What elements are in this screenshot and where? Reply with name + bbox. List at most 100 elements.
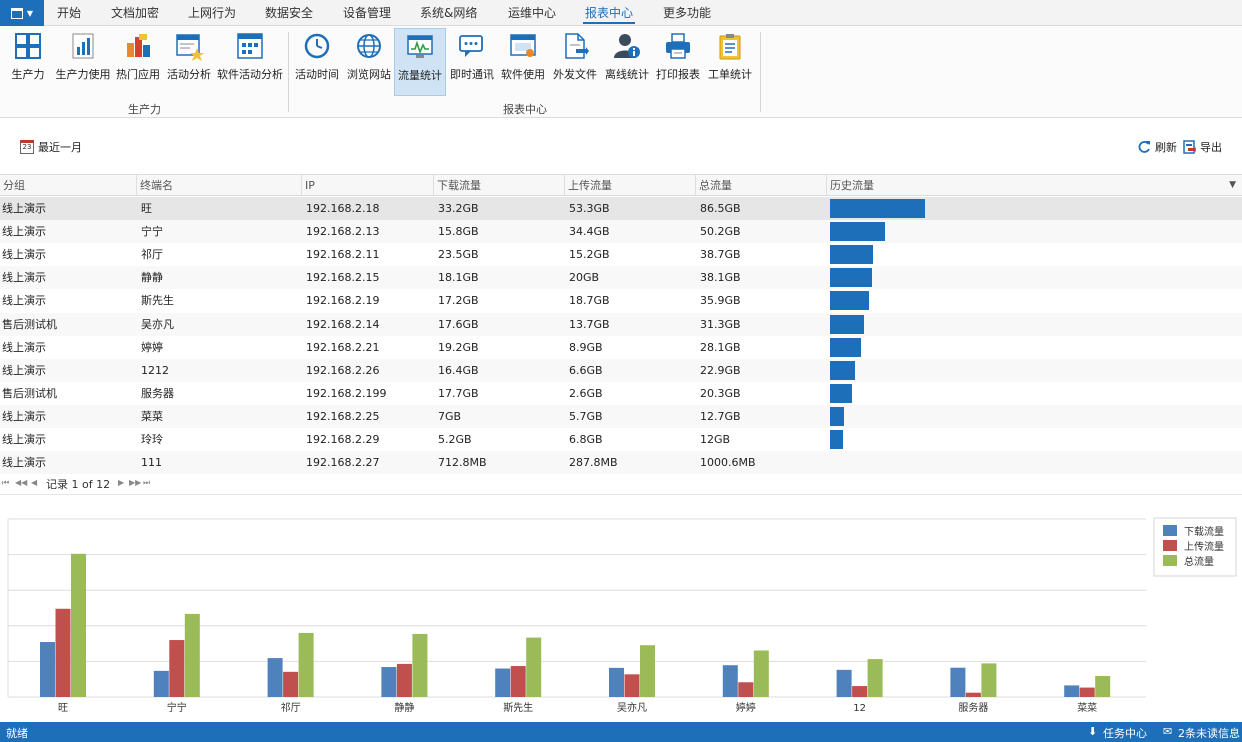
ribbon-browse-websites-button[interactable]: 浏览网站 [345,28,393,94]
ribbon-traffic-stats-button[interactable]: 流量统计 [394,28,446,96]
chart-bar [609,667,624,697]
chart-x-tick-label: 宁宁 [167,701,187,714]
cell-upload: 6.6GB [569,363,603,377]
table-row[interactable]: 线上演示 1212 192.168.2.26 16.4GB 6.6GB 22.9GB [0,358,1242,382]
table-row[interactable]: 线上演示 旺 192.168.2.18 33.2GB 53.3GB 86.5GB [0,197,1242,220]
cell-upload: 6.8GB [569,433,603,446]
task-center-link[interactable]: 任务中心 [1103,727,1147,740]
table-row[interactable]: 售后测试机 吴亦凡 192.168.2.14 17.6GB 13.7GB 31.3GB [0,312,1242,336]
menu-data-security[interactable]: 数据安全 [265,6,314,20]
cell-group: 线上演示 [2,409,46,423]
app-menu-button[interactable]: ▼ [0,0,44,26]
chart-bar [836,669,852,697]
column-header-history[interactable]: 历史流量 [830,179,874,192]
prev-page-block-icon[interactable]: ◀◀ [15,478,28,487]
history-traffic-bar [830,222,886,242]
export-button[interactable]: 导出 [1183,139,1222,155]
ribbon-software-activity-analysis-button[interactable]: 软件活动分析 [216,28,284,94]
cell-terminal: 玲玲 [141,433,163,446]
cell-download: 23.5GB [438,248,479,262]
chart-bar [510,666,526,697]
refresh-button[interactable]: 刷新 [1137,139,1177,155]
column-header-total[interactable]: 总流量 [696,175,827,196]
chart-bar [396,663,412,697]
menu-ops-center[interactable]: 运维中心 [508,6,557,20]
status-text: 就绪 [6,727,28,740]
first-page-icon[interactable]: ⏮ [2,478,10,487]
cell-ip: 192.168.2.11 [306,248,380,262]
column-header-ip[interactable]: IP [302,175,434,196]
task-center-icon[interactable]: ⬇ [1088,725,1098,738]
message-icon[interactable]: ✉ [1163,725,1173,738]
chart-bar [283,671,299,697]
ribbon-print-report-button[interactable]: 打印报表 [654,28,702,94]
ribbon-offline-stats-button[interactable]: 离线统计 [603,28,651,94]
chart-legend-label: 总流量 [1184,555,1214,568]
chart-bar [1064,685,1080,697]
cell-total: 28.1GB [700,340,741,354]
cell-ip: 192.168.2.18 [306,202,380,215]
column-header-upload[interactable]: 上传流量 [565,175,696,196]
menu-web-behavior[interactable]: 上网行为 [188,6,237,20]
column-dropdown-icon[interactable]: ▼ [1229,180,1236,190]
cell-terminal: 祁厅 [141,248,163,262]
menu-report-center[interactable]: 报表中心 [582,0,636,26]
cell-ip: 192.168.2.14 [306,317,380,331]
history-traffic-bar [830,406,844,426]
ribbon-label: 浏览网站 [347,68,391,81]
file-send-icon [565,33,589,59]
period-selector-button[interactable]: 23 最近一月 [20,139,82,155]
ribbon: 生产力 生产力使用 热门应用 活动分析 [0,26,1242,118]
unread-messages-link[interactable]: 2条未读信息 [1178,727,1240,740]
ribbon-label: 生产力 [11,68,45,81]
menu-more-functions[interactable]: 更多功能 [663,6,712,20]
table-row[interactable]: 线上演示 宁宁 192.168.2.13 15.8GB 34.4GB 50.2GB [0,220,1242,244]
export-label: 导出 [1200,141,1222,154]
table-row[interactable]: 线上演示 婷婷 192.168.2.21 19.2GB 8.9GB 28.1GB [0,336,1242,359]
ribbon-activity-analysis-button[interactable]: 活动分析 [165,28,213,94]
ribbon-work-order-stats-button[interactable]: 工单统计 [706,28,754,94]
next-page-icon[interactable]: ▶ [118,478,125,487]
menu-device-management[interactable]: 设备管理 [343,6,392,20]
cell-ip: 192.168.2.199 [306,386,387,400]
ribbon-activity-time-button[interactable]: 活动时间 [294,28,340,94]
ribbon-productivity-usage-button[interactable]: 生产力使用 [54,28,112,94]
table-row[interactable]: 线上演示 祁厅 192.168.2.11 23.5GB 15.2GB 38.7GB [0,243,1242,266]
chart-x-tick-label: 斯先生 [503,701,533,714]
table-row[interactable]: 线上演示 111 192.168.2.27 712.8MB 287.8MB 1000.6M… [0,451,1242,475]
cell-group: 线上演示 [2,225,46,239]
column-header-group[interactable]: 分组 [0,175,137,196]
cell-group: 线上演示 [2,340,46,354]
ribbon-outbound-files-button[interactable]: 外发文件 [551,28,599,94]
chart-x-tick-label: 婷婷 [736,701,756,714]
table-row[interactable]: 售后测试机 服务器 192.168.2.199 17.7GB 2.6GB 20.3GB [0,382,1242,405]
ribbon-hot-apps-button[interactable]: 热门应用 [114,28,162,94]
last-page-icon[interactable]: ⏭ [143,478,151,487]
ribbon-label: 外发文件 [553,68,597,81]
chart-bar [526,637,542,697]
chart-bar [722,665,738,697]
prev-page-icon[interactable]: ◀ [31,478,38,487]
menu-system-network[interactable]: 系统&网络 [420,6,478,20]
chart-bar [981,663,997,697]
window-icon [510,34,536,57]
menu-doc-encrypt[interactable]: 文档加密 [111,6,160,20]
ribbon-label: 生产力使用 [55,68,111,81]
table-row[interactable]: 线上演示 静静 192.168.2.15 18.1GB 20GB 38.1GB [0,266,1242,290]
menu-start[interactable]: 开始 [57,6,82,20]
table-row[interactable]: 线上演示 斯先生 192.168.2.19 17.2GB 18.7GB 35.9GB [0,289,1242,312]
ribbon-label: 打印报表 [656,68,700,81]
chart-bar [298,632,314,697]
ribbon-productivity-button[interactable]: 生产力 [6,28,50,94]
column-header-terminal[interactable]: 终端名 [137,175,302,196]
ribbon-software-usage-button[interactable]: 软件使用 [499,28,547,94]
next-page-block-icon[interactable]: ▶▶ [129,478,142,487]
chart-legend-swatch [1163,555,1177,566]
table-row[interactable]: 线上演示 玲玲 192.168.2.29 5.2GB 6.8GB 12GB [0,428,1242,451]
cell-download: 16.4GB [438,363,479,377]
table-row[interactable]: 线上演示 菜菜 192.168.2.25 7GB 5.7GB 12.7GB [0,404,1242,428]
ribbon-instant-messaging-button[interactable]: 即时通讯 [449,28,495,94]
software-grid-icon [237,33,263,59]
column-header-download[interactable]: 下载流量 [434,175,565,196]
